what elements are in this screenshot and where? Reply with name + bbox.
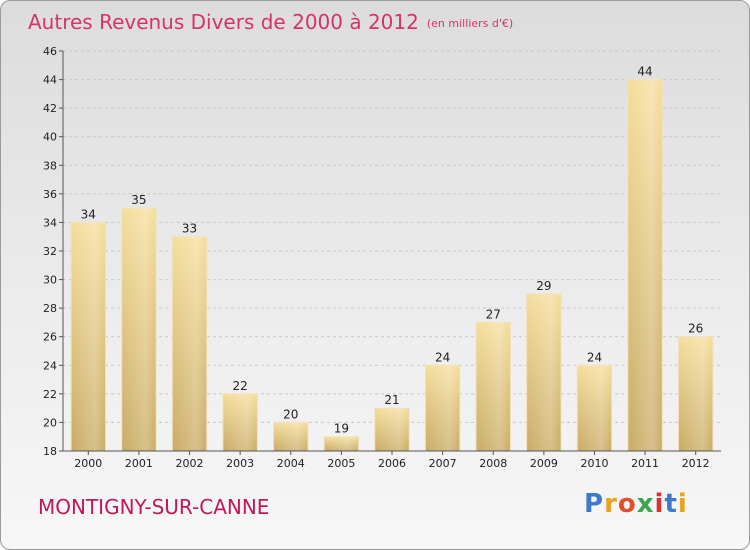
- bar-shine: [374, 408, 410, 451]
- bar-shine: [577, 365, 612, 451]
- bar-shine: [71, 222, 106, 451]
- y-tick-label: 44: [43, 74, 57, 87]
- bar-shine: [222, 393, 258, 451]
- y-tick-label: 32: [43, 245, 57, 258]
- commune-name: MONTIGNY-SUR-CANNE: [38, 495, 270, 519]
- x-tick-label: 2010: [580, 457, 608, 470]
- bar-shine: [678, 336, 713, 451]
- bar-value-label: 35: [131, 193, 146, 207]
- y-tick-label: 30: [43, 274, 57, 287]
- bar-shine: [425, 365, 460, 451]
- y-tick-label: 38: [43, 159, 57, 172]
- bar-shine: [273, 422, 308, 451]
- x-tick-label: 2006: [378, 457, 406, 470]
- bar-shine: [121, 208, 157, 451]
- chart-unit-text: (en milliers d'€): [426, 17, 514, 30]
- y-tick-label: 18: [43, 445, 57, 458]
- y-tick-label: 22: [43, 388, 57, 401]
- y-tick-label: 36: [43, 188, 57, 201]
- x-tick-label: 2000: [74, 457, 102, 470]
- x-tick-label: 2009: [530, 457, 558, 470]
- x-tick-label: 2001: [125, 457, 153, 470]
- bar-shine: [476, 322, 511, 451]
- x-tick-label: 2003: [226, 457, 254, 470]
- logo-letter: i: [677, 489, 688, 519]
- logo-letter: r: [604, 489, 618, 519]
- x-tick-label: 2008: [479, 457, 507, 470]
- bar-value-label: 19: [334, 422, 349, 436]
- logo-letter: x: [636, 489, 655, 519]
- bar-value-label: 34: [81, 207, 96, 221]
- x-tick-label: 2004: [277, 457, 305, 470]
- bar-shine: [526, 293, 562, 451]
- x-tick-label: 2005: [327, 457, 355, 470]
- bars: 34 35 33 22 20 19 21 24 27 29 24 44 26: [70, 65, 714, 452]
- bar-value-label: 29: [536, 279, 551, 293]
- y-tick-label: 20: [43, 416, 57, 429]
- bar-value-label: 27: [486, 307, 501, 321]
- y-tick-label: 28: [43, 302, 57, 315]
- bar-value-label: 33: [182, 222, 197, 236]
- proxiti-logo[interactable]: Proxiti: [584, 489, 688, 519]
- y-tick-label: 34: [43, 216, 57, 229]
- bar-value-label: 21: [384, 393, 399, 407]
- logo-letter: t: [664, 489, 678, 519]
- axes: 18 20 22 24 26 28 30 32 34 36 38 40 42 44 46 2000 2001 20…: [43, 45, 721, 470]
- x-tick-label: 2012: [682, 457, 710, 470]
- chart-title-text: Autres Revenus Divers de 2000 à 2012: [28, 10, 419, 34]
- bar-value-label: 26: [688, 322, 703, 336]
- x-tick-label: 2002: [176, 457, 204, 470]
- x-tick-label: 2007: [429, 457, 457, 470]
- y-tick-label: 26: [43, 331, 57, 344]
- y-tick-label: 42: [43, 102, 57, 115]
- bar-shine: [324, 436, 359, 451]
- bar-value-label: 22: [233, 379, 248, 393]
- bar-shine: [627, 79, 663, 452]
- bar-value-label: 44: [637, 65, 652, 79]
- logo-letter: o: [617, 489, 637, 519]
- y-tick-label: 40: [43, 131, 57, 144]
- logo-letter: P: [584, 489, 605, 519]
- x-tick-label: 2011: [631, 457, 659, 470]
- bar-value-label: 20: [283, 407, 298, 421]
- y-tick-label: 46: [43, 45, 57, 58]
- chart-title: Autres Revenus Divers de 2000 à 2012 (en …: [28, 10, 513, 34]
- bar-shine: [172, 236, 207, 451]
- y-tick-label: 24: [43, 359, 57, 372]
- logo-letter: i: [654, 489, 665, 519]
- bar-value-label: 24: [435, 350, 450, 364]
- bar-value-label: 24: [587, 350, 602, 364]
